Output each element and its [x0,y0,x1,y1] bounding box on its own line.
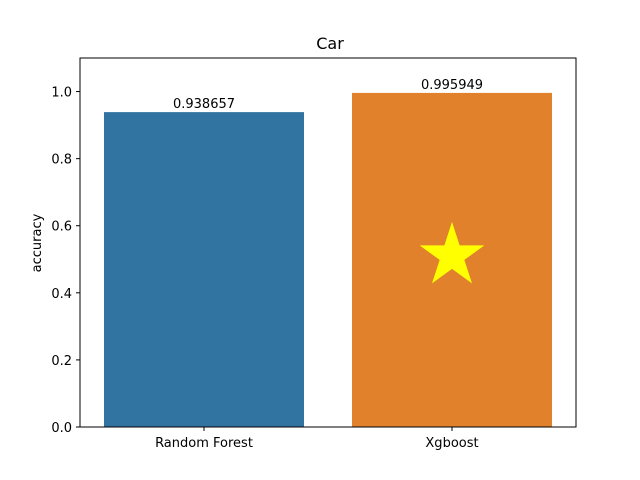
y-tick-label: 0.2 [51,354,72,369]
plot-frame [79,57,577,428]
bar-random-forest [104,112,304,428]
chart-title: Car [316,34,344,53]
y-tick-label: 1.0 [51,86,72,101]
y-tick-label: 0.4 [51,287,72,302]
y-tick-label: 0.0 [51,421,72,436]
y-tick-label: 0.8 [51,153,72,168]
data-label: 0.938657 [173,97,235,112]
plot-area: 0.938657 Random Forest 0.995949 Xgboost 0.0 0… [51,57,577,451]
data-label: 0.995949 [421,78,483,93]
y-tick-label: 0.6 [51,220,72,235]
x-tick-label: Xgboost [425,436,478,451]
y-axis-label: accuracy [30,213,45,272]
x-tick-label: Random Forest [155,436,253,451]
star-marker [419,221,485,284]
